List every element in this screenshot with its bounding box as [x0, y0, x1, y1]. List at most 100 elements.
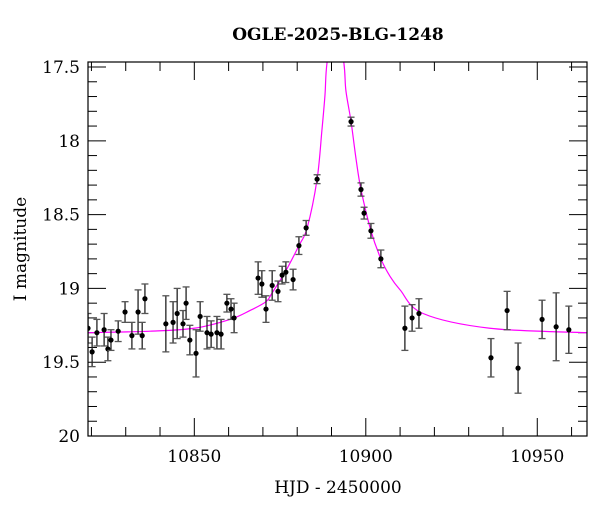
data-marker [163, 321, 169, 327]
data-point [415, 298, 423, 329]
data-marker [122, 309, 128, 315]
data-marker [218, 331, 224, 337]
data-marker [358, 186, 364, 193]
data-point [254, 261, 262, 295]
axis-ticks: 10850 10900 10950 17.5 18 18.5 19 19.5 20 [42, 58, 587, 467]
data-point [88, 336, 96, 368]
data-marker [283, 269, 289, 275]
data-point [302, 219, 310, 236]
data-point [514, 342, 522, 394]
data-marker [279, 272, 285, 278]
y-tick-label: 17.5 [42, 58, 80, 78]
data-point [107, 329, 115, 352]
data-point [295, 236, 303, 256]
data-marker [197, 313, 203, 320]
y-tick-label: 18.5 [42, 206, 80, 226]
data-marker [296, 243, 302, 249]
data-marker [89, 349, 95, 355]
data-point [377, 249, 385, 269]
data-marker [269, 282, 275, 289]
y-tick-label: 20 [58, 427, 80, 447]
data-points-group [88, 116, 573, 394]
data-point [128, 321, 136, 350]
data-point [104, 336, 112, 362]
data-marker [174, 310, 180, 317]
x-tick-label: 10850 [167, 447, 221, 467]
data-marker [214, 330, 220, 336]
data-marker [180, 321, 186, 327]
data-point [274, 280, 282, 303]
data-point [278, 265, 286, 285]
x-axis-label: HJD - 2450000 [274, 478, 402, 498]
data-marker [139, 333, 145, 339]
data-point [213, 315, 221, 350]
data-marker [566, 327, 572, 333]
y-tick-label: 19.5 [42, 353, 80, 373]
data-marker [488, 355, 494, 361]
data-point [347, 116, 355, 127]
data-marker [108, 337, 114, 343]
data-marker [416, 310, 422, 317]
data-point [538, 299, 546, 340]
data-marker [170, 319, 176, 325]
data-point [357, 182, 365, 197]
data-marker [187, 337, 193, 343]
data-point [227, 298, 235, 321]
data-marker [94, 330, 100, 336]
data-marker [504, 307, 510, 314]
chart-title: OGLE-2025-BLG-1248 [232, 25, 444, 45]
data-marker [142, 296, 148, 302]
data-point [88, 312, 92, 344]
data-marker [129, 333, 135, 339]
data-marker [368, 228, 374, 234]
data-point [179, 309, 187, 338]
data-point [169, 301, 177, 344]
data-point [207, 320, 215, 349]
data-point [360, 206, 368, 220]
data-point [114, 320, 122, 343]
data-point [93, 318, 101, 347]
data-marker [88, 325, 91, 331]
data-point [162, 295, 170, 353]
data-point [186, 324, 194, 356]
data-point [182, 286, 190, 321]
y-axis-label: I magnitude [11, 197, 31, 301]
data-marker [135, 309, 141, 315]
data-point [217, 318, 225, 350]
data-point [289, 268, 297, 291]
data-marker [115, 328, 121, 334]
data-point [100, 312, 108, 347]
data-marker [402, 325, 408, 331]
data-point [268, 270, 276, 301]
data-point [203, 315, 211, 350]
data-point [552, 292, 560, 362]
data-point [262, 295, 270, 324]
data-marker [539, 316, 545, 323]
data-point [258, 270, 266, 298]
data-marker [361, 210, 367, 216]
data-point [141, 283, 149, 315]
data-marker [259, 281, 265, 287]
data-marker [255, 275, 261, 281]
data-marker [263, 306, 269, 312]
x-tick-label: 10900 [339, 447, 393, 467]
data-point [138, 321, 146, 350]
data-point [408, 303, 416, 332]
data-marker [378, 256, 384, 262]
data-point [230, 302, 238, 334]
y-tick-label: 19 [58, 279, 80, 299]
model-curve-group [88, 62, 587, 334]
data-marker [553, 324, 559, 330]
data-point [401, 305, 409, 352]
data-marker [515, 365, 521, 371]
data-marker [275, 288, 281, 294]
data-marker [204, 330, 210, 336]
data-point [503, 290, 511, 331]
data-marker [303, 225, 309, 231]
data-point [565, 305, 573, 354]
data-marker [314, 176, 320, 182]
data-point [173, 287, 181, 340]
data-marker [193, 350, 199, 356]
data-point [367, 222, 375, 239]
